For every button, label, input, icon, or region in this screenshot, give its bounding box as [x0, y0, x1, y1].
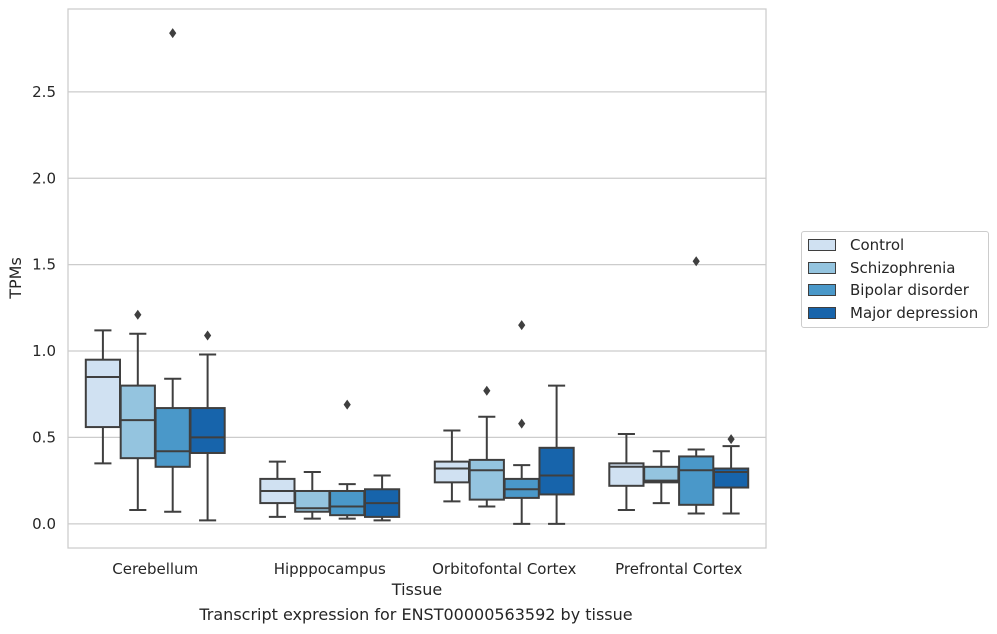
box	[189, 407, 226, 454]
box	[119, 384, 156, 460]
box-group	[294, 470, 331, 520]
legend-swatch-schizophrenia	[808, 262, 836, 274]
box-group	[712, 434, 750, 515]
outlier-point	[483, 385, 491, 396]
y-axis-label: TPMs	[6, 257, 25, 300]
legend-label-major-depression: Major depression	[850, 304, 979, 322]
outlier-point	[169, 28, 177, 39]
box	[433, 460, 471, 484]
box	[678, 455, 715, 506]
box	[468, 458, 505, 501]
box-group	[189, 330, 226, 522]
legend-label-control: Control	[850, 236, 905, 254]
box-group	[259, 460, 296, 518]
box-group	[433, 429, 471, 503]
box	[329, 489, 366, 517]
legend: Control Schizophrenia Bipolar disorder M…	[801, 231, 989, 328]
box-group	[154, 28, 191, 513]
y-tick-label: 1.5	[32, 256, 56, 274]
outlier-point	[692, 256, 700, 267]
x-tick-label: Prefrontal Cortex	[615, 560, 742, 578]
legend-item-schizophrenia: Schizophrenia	[808, 258, 955, 278]
box-group	[84, 329, 122, 465]
legend-swatch-bipolar-disorder	[808, 284, 836, 296]
box	[712, 467, 750, 489]
box-group	[468, 385, 505, 508]
x-tick-label: Orbitofontal Cortex	[432, 560, 576, 578]
outlier-point	[518, 320, 526, 331]
legend-swatch-major-depression	[808, 307, 836, 319]
figure-caption: Transcript expression for ENST0000056359…	[199, 605, 633, 624]
y-tick-label: 0.5	[32, 428, 56, 446]
y-tick-label: 1.0	[32, 342, 56, 360]
legend-label-schizophrenia: Schizophrenia	[850, 259, 956, 277]
outlier-point	[727, 434, 735, 445]
box	[154, 407, 191, 468]
box-group	[329, 399, 366, 520]
legend-item-control: Control	[808, 235, 904, 255]
outlier-point	[343, 399, 351, 410]
legend-item-bipolar-disorder: Bipolar disorder	[808, 280, 969, 300]
box-group	[678, 256, 715, 515]
box-group	[643, 450, 680, 505]
box-group	[608, 432, 645, 511]
legend-item-major-depression: Major depression	[808, 303, 978, 323]
box-group	[363, 474, 401, 522]
y-axis-ticks: 0.0 0.5 1.0 1.5 2.0 2.5	[32, 83, 56, 533]
y-tick-label: 0.0	[32, 515, 56, 533]
x-axis-label: Tissue	[391, 580, 442, 599]
y-tick-label: 2.5	[32, 83, 56, 101]
outlier-point	[134, 309, 142, 320]
plot-area-frame	[67, 8, 767, 549]
box-group	[538, 384, 575, 525]
legend-label-bipolar-disorder: Bipolar disorder	[850, 281, 969, 299]
box-group	[503, 320, 540, 525]
box-plot-series	[84, 28, 750, 525]
outlier-point	[518, 418, 526, 429]
legend-swatch-control	[808, 239, 836, 251]
y-tick-label: 2.0	[32, 169, 56, 187]
x-tick-label: Hipppocampus	[274, 560, 386, 578]
box	[538, 446, 575, 496]
box-group	[119, 309, 156, 511]
outlier-point	[204, 330, 212, 341]
box	[84, 358, 122, 429]
x-axis-ticks: Cerebellum Hipppocampus Orbitofontal Corte…	[112, 560, 742, 578]
x-tick-label: Cerebellum	[112, 560, 198, 578]
